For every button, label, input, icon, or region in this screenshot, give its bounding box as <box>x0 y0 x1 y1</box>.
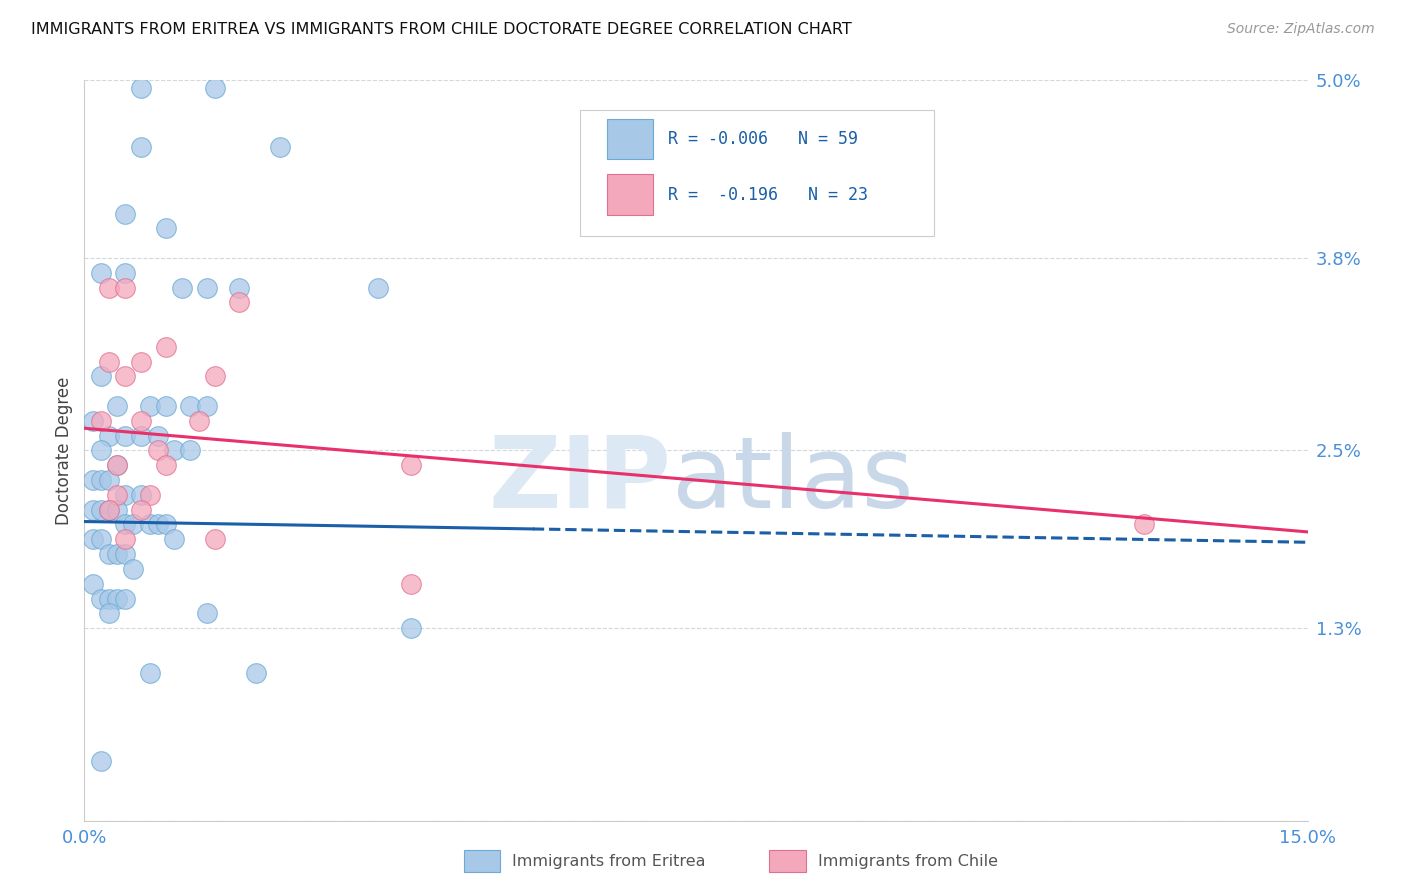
Point <box>172 280 194 294</box>
Point <box>131 80 153 95</box>
Point <box>114 206 136 220</box>
Text: Immigrants from Chile: Immigrants from Chile <box>818 854 998 869</box>
Point <box>204 80 226 95</box>
Point <box>131 502 153 516</box>
Text: IMMIGRANTS FROM ERITREA VS IMMIGRANTS FROM CHILE DOCTORATE DEGREE CORRELATION CH: IMMIGRANTS FROM ERITREA VS IMMIGRANTS FR… <box>31 22 852 37</box>
Point <box>105 399 128 413</box>
Point <box>97 591 120 606</box>
Point <box>97 473 120 487</box>
Point <box>82 576 104 591</box>
Point <box>138 399 160 413</box>
Point <box>82 414 104 428</box>
Point <box>179 443 201 458</box>
Point <box>155 221 177 235</box>
Point <box>204 533 226 547</box>
Point <box>269 140 291 154</box>
Point <box>114 266 136 280</box>
Point <box>90 533 112 547</box>
Point <box>155 340 177 354</box>
Point <box>146 443 169 458</box>
Point <box>105 591 128 606</box>
Point <box>114 428 136 442</box>
Point <box>97 354 120 368</box>
Point <box>90 473 112 487</box>
Point <box>105 547 128 561</box>
Point <box>131 488 153 502</box>
Point <box>114 517 136 532</box>
Point <box>97 280 120 294</box>
Point <box>131 140 153 154</box>
Point <box>163 533 186 547</box>
FancyBboxPatch shape <box>606 119 654 160</box>
Text: atlas: atlas <box>672 432 912 529</box>
Point <box>97 502 120 516</box>
Point <box>195 399 218 413</box>
Point <box>90 369 112 384</box>
Text: R = -0.006   N = 59: R = -0.006 N = 59 <box>668 130 858 148</box>
Point <box>82 473 104 487</box>
Point <box>228 280 250 294</box>
Point <box>245 665 267 680</box>
Point <box>146 428 169 442</box>
Point <box>90 443 112 458</box>
Point <box>187 414 209 428</box>
Point <box>97 607 120 621</box>
Point <box>399 576 422 591</box>
Point <box>105 458 128 473</box>
FancyBboxPatch shape <box>769 850 806 872</box>
Point <box>155 399 177 413</box>
FancyBboxPatch shape <box>464 850 501 872</box>
Point <box>1133 517 1156 532</box>
Point <box>82 502 104 516</box>
Point <box>195 607 218 621</box>
Text: ZIP: ZIP <box>489 432 672 529</box>
Point <box>90 266 112 280</box>
Point <box>105 488 128 502</box>
Point <box>131 428 153 442</box>
Point <box>105 458 128 473</box>
Point <box>90 414 112 428</box>
Point <box>138 665 160 680</box>
Point <box>138 517 160 532</box>
Point <box>114 533 136 547</box>
Y-axis label: Doctorate Degree: Doctorate Degree <box>55 376 73 524</box>
Point <box>131 354 153 368</box>
Point <box>114 547 136 561</box>
Point <box>228 295 250 310</box>
Point <box>114 280 136 294</box>
Point <box>90 755 112 769</box>
Point <box>163 443 186 458</box>
FancyBboxPatch shape <box>579 110 935 235</box>
Point <box>90 502 112 516</box>
Point <box>138 488 160 502</box>
Point <box>122 562 145 576</box>
Point <box>114 369 136 384</box>
Point <box>399 621 422 635</box>
Point <box>122 517 145 532</box>
Point <box>195 280 218 294</box>
Text: Source: ZipAtlas.com: Source: ZipAtlas.com <box>1227 22 1375 37</box>
Point <box>97 502 120 516</box>
Point <box>399 458 422 473</box>
Point <box>82 533 104 547</box>
Point <box>204 369 226 384</box>
Point <box>155 458 177 473</box>
Point <box>114 488 136 502</box>
Point <box>90 591 112 606</box>
Point <box>155 517 177 532</box>
Point <box>114 591 136 606</box>
Point <box>367 280 389 294</box>
Point <box>105 502 128 516</box>
Point <box>146 517 169 532</box>
Point <box>131 414 153 428</box>
Point <box>179 399 201 413</box>
Point <box>97 547 120 561</box>
Text: Immigrants from Eritrea: Immigrants from Eritrea <box>513 854 706 869</box>
Point <box>97 428 120 442</box>
Text: R =  -0.196   N = 23: R = -0.196 N = 23 <box>668 186 868 203</box>
FancyBboxPatch shape <box>606 174 654 215</box>
